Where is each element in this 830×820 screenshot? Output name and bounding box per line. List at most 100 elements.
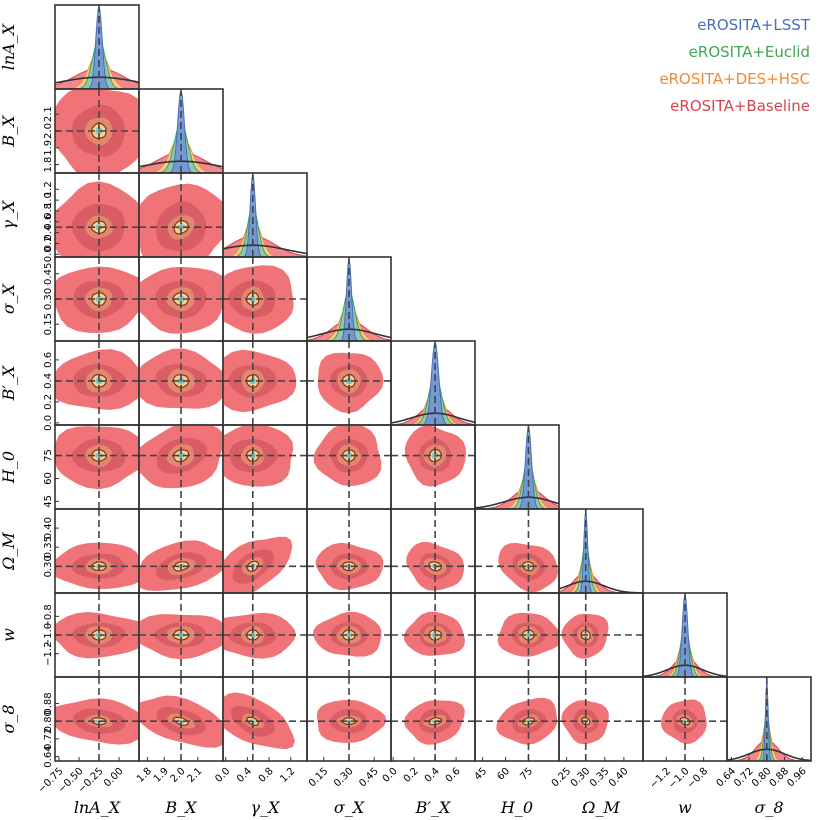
panel-BpX-H0	[390, 424, 476, 510]
panel-lnAX-w	[54, 592, 140, 678]
x-tick-label: 0.00	[102, 766, 126, 790]
panel-BX-BX	[138, 88, 224, 174]
panel-BX-BpX	[138, 340, 224, 426]
panel-frame	[726, 676, 812, 762]
panel-BpX-BpX	[390, 340, 476, 426]
x-tick-label: 0.4	[235, 766, 254, 785]
panel-gammaX-w	[222, 592, 308, 678]
panel-OmegaM-w	[558, 592, 644, 678]
panel-gammaX-OmegaM	[222, 508, 308, 594]
x-tick-label: 0.45	[357, 766, 381, 790]
panel-lnAX-BpX	[54, 340, 140, 426]
y-tick-label: 1.2	[43, 181, 54, 197]
x-axis-label-lnAX: lnA_X	[74, 798, 121, 817]
panel-lnAX-lnAX	[54, 4, 140, 90]
y-tick-label: 0.45	[43, 263, 54, 285]
y-tick-label: 0.64	[43, 745, 54, 767]
panel-lnAX-OmegaM	[54, 508, 140, 594]
panel-lnAX-BX	[54, 88, 140, 174]
panel-sigmaX-OmegaM	[306, 508, 392, 594]
x-tick-label: 2.0	[169, 766, 188, 785]
panel-H0-sigma8	[474, 676, 560, 762]
y-tick-label: 0.88	[43, 692, 54, 714]
contour-1sigma-erosita-lsst	[347, 454, 351, 457]
panel-sigmaX-H0	[306, 424, 392, 510]
marginal-erosita-baseline	[559, 571, 643, 593]
contour-1sigma-erosita-lsst	[251, 297, 255, 301]
panel-sigmaX-w	[306, 592, 392, 678]
y-axis-label-sigma8: σ_8	[0, 704, 18, 733]
contour-1sigma-erosita-lsst	[179, 454, 183, 458]
panel-OmegaM-OmegaM	[558, 508, 644, 594]
panel-BpX-OmegaM	[390, 508, 476, 594]
x-axis-label-OmegaM: Ω_M	[581, 798, 620, 817]
y-tick-label: 0.6	[43, 214, 54, 230]
prior-curve	[475, 496, 559, 509]
panel-BX-sigmaX	[138, 256, 224, 342]
y-tick-label: 1.8	[43, 157, 54, 173]
x-tick-label: 1.9	[152, 766, 171, 785]
marginal-erosita-lsst	[391, 341, 475, 425]
x-tick-label: 1.2	[278, 766, 297, 785]
y-tick-label: −0.8	[43, 604, 54, 628]
y-tick-label: 0.8	[43, 203, 54, 219]
x-tick-label: 45	[473, 766, 490, 783]
y-tick-label: 0.4	[43, 373, 54, 389]
panel-lnAX-H0	[54, 424, 140, 510]
y-tick-label: 0.72	[43, 728, 54, 750]
y-tick-label: 0.2	[43, 235, 54, 251]
y-tick-label: 0.0	[43, 246, 54, 262]
x-axis-label-H0: H_0	[500, 798, 533, 817]
x-tick-label: 0.0	[381, 766, 400, 785]
x-tick-label: 60	[495, 766, 512, 783]
panel-gammaX-BpX	[222, 340, 308, 426]
marginal-erosita-lsst	[559, 511, 643, 593]
y-tick-label: −1.2	[43, 642, 54, 666]
y-axis-label-lnAX: lnA_X	[0, 23, 18, 70]
panel-H0-w	[474, 592, 560, 678]
x-tick-label: −1.0	[667, 766, 692, 791]
x-axis-label-BX: B_X	[164, 798, 197, 817]
legend-entry-erosita-euclid: eROSITA+Euclid	[689, 43, 810, 61]
prior-curve	[223, 244, 307, 255]
y-tick-label: 0.6	[43, 352, 54, 368]
x-tick-label: 0.25	[550, 766, 574, 790]
x-axis-label-sigmaX: σ_X	[334, 798, 365, 817]
x-axis-label-BpX: B′_X	[415, 798, 451, 817]
y-axis-label-BpX: B′_X	[0, 365, 18, 401]
panel-gammaX-H0	[222, 424, 308, 510]
y-tick-label: 0.15	[43, 313, 54, 335]
y-tick-label: 0.30	[43, 555, 54, 577]
panel-BX-w	[138, 592, 224, 678]
y-tick-label: 45	[43, 495, 54, 508]
contour-1sigma-erosita-lsst	[347, 633, 351, 637]
panel-H0-H0	[474, 424, 560, 510]
x-axis-label-sigma8: σ_8	[754, 798, 783, 817]
y-tick-label: 0.80	[43, 710, 54, 732]
prior-curve	[55, 76, 139, 84]
prior-curve	[727, 748, 811, 761]
y-tick-label: 1.9	[43, 140, 54, 156]
contour-1sigma-erosita-lsst	[251, 454, 255, 458]
x-tick-label: 0.30	[332, 766, 356, 790]
x-tick-label: 0.6	[444, 766, 463, 785]
x-tick-label: −0.8	[685, 766, 710, 791]
y-tick-label: 2.0	[43, 123, 54, 139]
x-tick-label: 0.15	[307, 766, 331, 790]
panel-BX-H0	[138, 424, 224, 510]
panel-BpX-sigma8	[390, 676, 476, 762]
x-tick-label: 0.64	[715, 766, 739, 790]
y-tick-label: 0.30	[43, 288, 54, 310]
panel-BpX-w	[390, 592, 476, 678]
x-tick-label: 0.8	[257, 766, 276, 785]
panel-lnAX-sigmaX	[54, 256, 140, 342]
x-tick-label: 0.2	[402, 766, 421, 785]
y-tick-label: 2.1	[43, 106, 54, 122]
panel-gammaX-sigma8	[222, 676, 308, 762]
panel-lnAX-gammaX	[54, 172, 140, 258]
y-tick-label: 0.35	[43, 536, 54, 558]
panel-w-w	[642, 592, 728, 678]
contour-1sigma-erosita-lsst	[179, 225, 183, 229]
y-tick-label: 0.40	[43, 517, 54, 539]
contour-1sigma-erosita-lsst	[251, 633, 255, 637]
